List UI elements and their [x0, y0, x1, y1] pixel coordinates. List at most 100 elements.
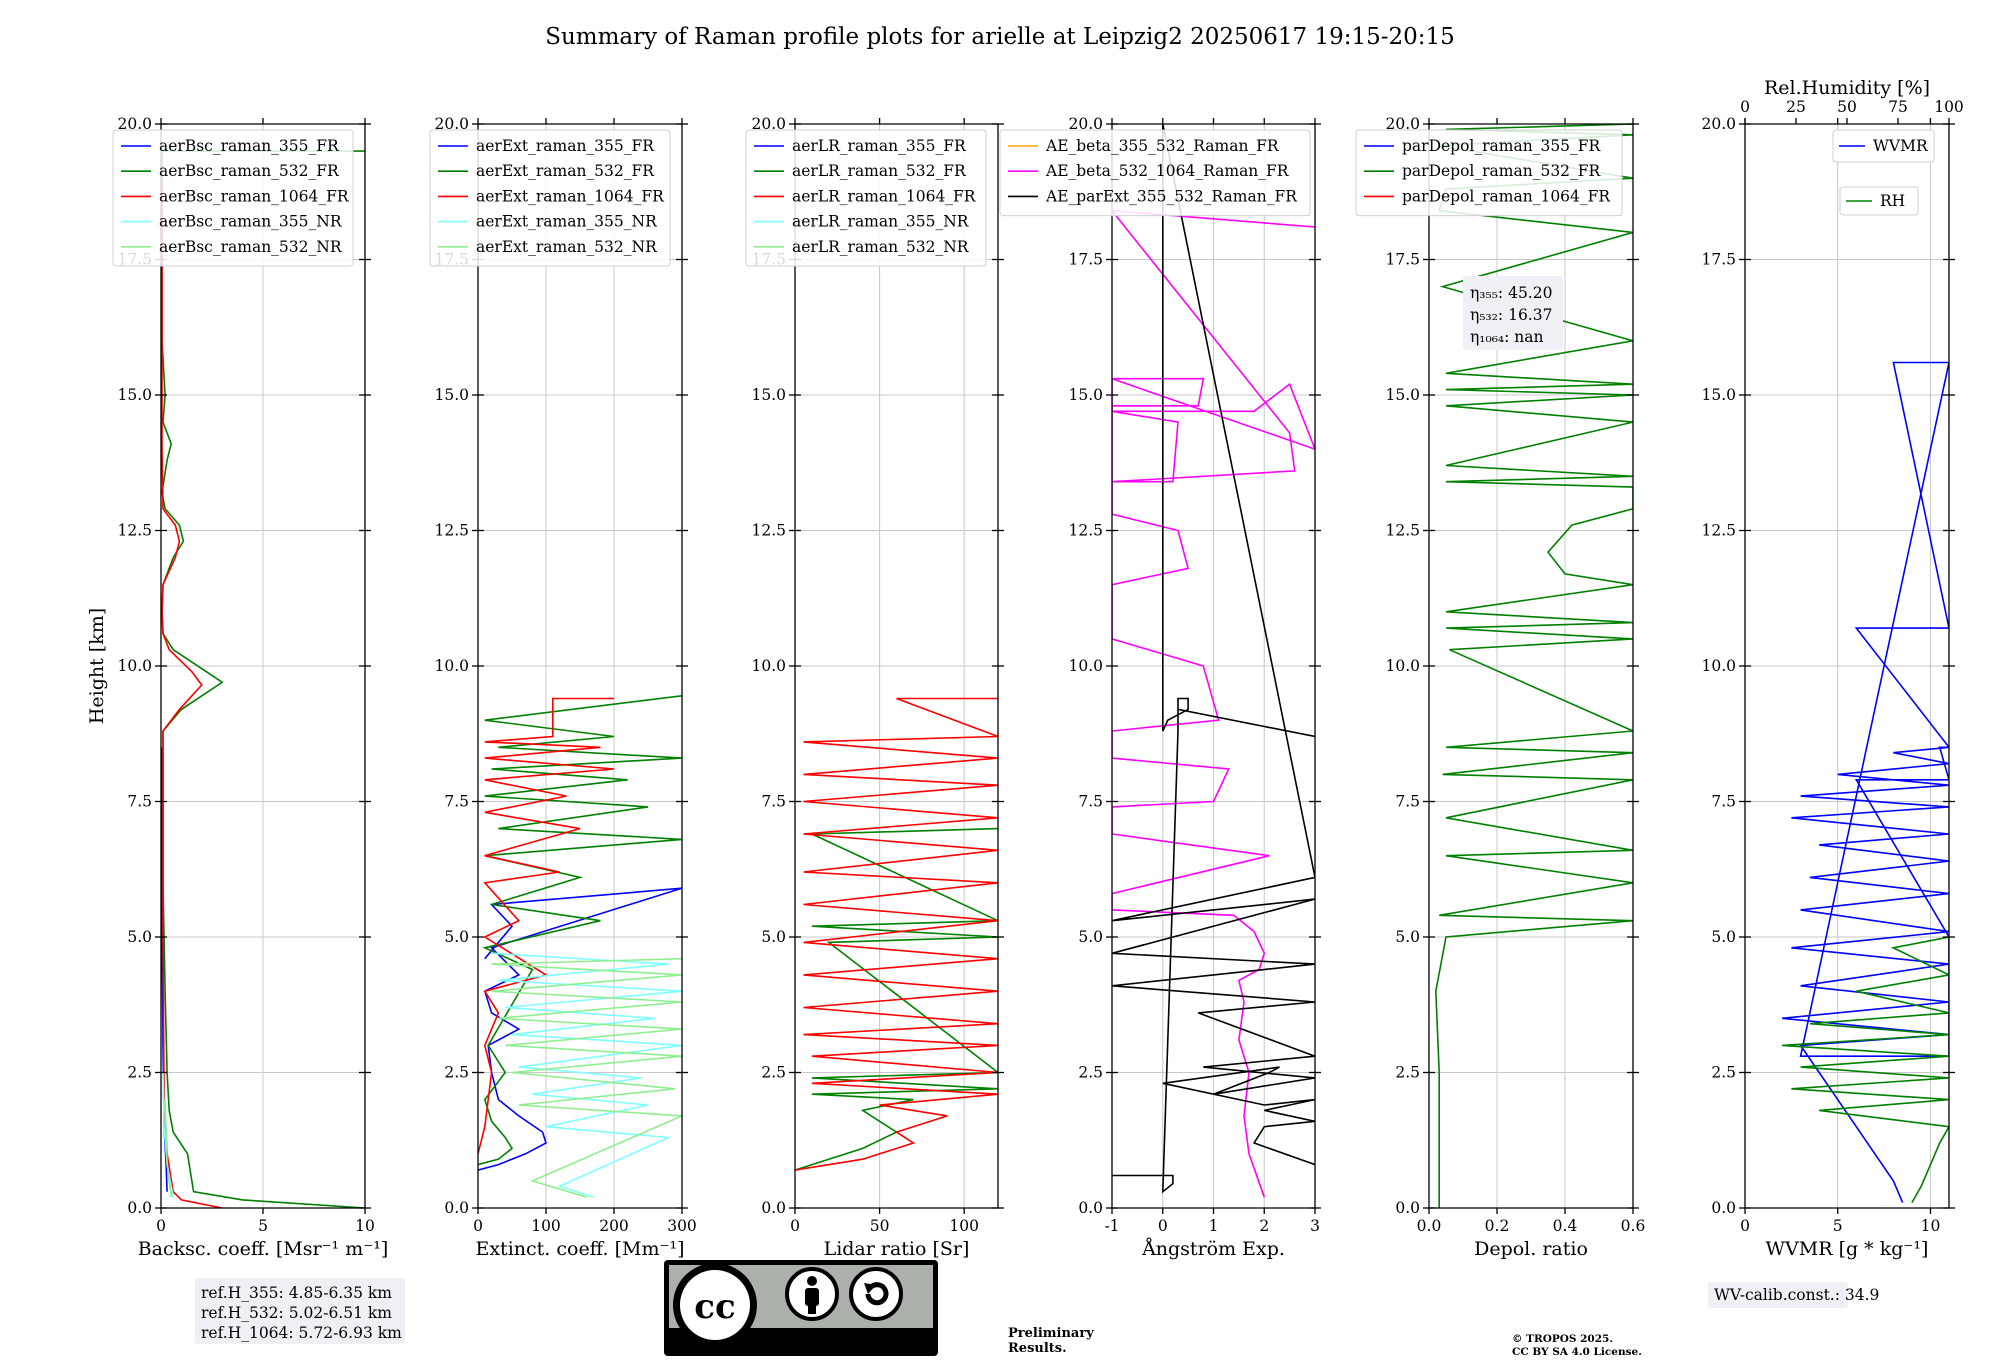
y-tick-label: 10.0: [751, 657, 786, 675]
x-tick-label: 1: [1209, 1217, 1219, 1235]
depol-constants-box: [1463, 276, 1563, 350]
panel-ae: 0.0 2.5 5.0 7.5 10.0 12.5 15.0 17.5 20.0 -1 0 1 2 3 Ån…: [999, 115, 1321, 1260]
y-tick-label: 15.0: [1701, 386, 1736, 404]
series-AE_parExt_355_532_Raman_FR: [1112, 124, 1315, 1194]
y-tick-label: 15.0: [1385, 386, 1420, 404]
x-tick-label: 0: [1158, 1217, 1168, 1235]
panel-wvmr: 0.02.55.07.510.012.515.017.520.00 5 10WVMR…: [1701, 77, 1964, 1308]
panel-ext: 0.02.55.07.510.012.515.017.520.001002003…: [429, 115, 697, 1260]
legend-label: AE_beta_355_532_Raman_FR: [1045, 137, 1280, 155]
legend-label: parDepol_raman_355_FR: [1402, 137, 1602, 155]
cc-sa-label: SA: [862, 1333, 891, 1355]
y-tick-label: 5.0: [761, 928, 786, 946]
y-tick-label: 2.5: [127, 1064, 152, 1082]
x-tick-label: 3: [1310, 1217, 1320, 1235]
legend-label: aerExt_raman_355_NR: [476, 213, 658, 231]
legend-label: parDepol_raman_1064_FR: [1402, 187, 1611, 205]
y-tick-label: 7.5: [1395, 793, 1420, 811]
x-tick-label: 0.0: [1417, 1217, 1442, 1235]
x-tick-label: 10: [1921, 1217, 1941, 1235]
y-tick-label: 5.0: [1395, 928, 1420, 946]
legend-label: aerLR_raman_532_NR: [792, 238, 970, 256]
y-tick-label: 12.5: [117, 522, 152, 540]
y-tick-label: 5.0: [1078, 928, 1103, 946]
x-tick-label: 0: [473, 1217, 483, 1235]
top-x-tick-label: 25: [1786, 98, 1806, 116]
copyright-note: © TROPOS 2025. CC BY SA 4.0 License.: [1512, 1333, 1642, 1358]
legend-label: aerExt_raman_355_FR: [476, 137, 655, 155]
y-tick-label: 7.5: [127, 793, 152, 811]
x-tick-label: 0: [790, 1217, 800, 1235]
panels: 0.02.55.07.510.012.515.017.520.00510Back…: [86, 77, 1964, 1308]
y-tick-label: 0.0: [761, 1199, 786, 1217]
y-tick-label: 12.5: [1385, 522, 1420, 540]
y-tick-label: 17.5: [1385, 251, 1420, 269]
x-axis-label: Depol. ratio: [1474, 1238, 1588, 1260]
x-axis-label: WVMR [g * kg⁻¹]: [1766, 1238, 1929, 1260]
x-tick-label: -1: [1104, 1217, 1119, 1235]
top-x-tick-label: 0: [1740, 98, 1750, 116]
x-tick-label: 100: [531, 1217, 561, 1235]
series-aerExt_raman_355_FR: [478, 887, 682, 1171]
wv-calib-label: WV-calib.const.: 34.9: [1714, 1286, 1879, 1304]
series-group: [1782, 361, 1949, 1203]
series-group: [1434, 124, 1633, 1208]
x-tick-label: 5: [1833, 1217, 1843, 1235]
legend-label: aerLR_raman_355_NR: [792, 213, 970, 231]
y-tick-label: 15.0: [117, 386, 152, 404]
x-tick-label: 0: [156, 1217, 166, 1235]
legend-label: aerExt_raman_532_NR: [476, 238, 658, 256]
y-tick-label: 7.5: [444, 793, 469, 811]
y-tick-label: 20.0: [1701, 115, 1736, 133]
legend-box: [429, 129, 671, 267]
eta-532-label: η₅₃₂: 16.37: [1470, 306, 1552, 324]
series-parDepol_raman_532_FR: [1434, 124, 1633, 1208]
legend-label: aerLR_raman_532_FR: [792, 162, 967, 180]
series-aerLR_raman_532_FR: [795, 827, 998, 1171]
y-tick-label: 7.5: [1711, 793, 1736, 811]
ref-h-1064: ref.H_1064: 5.72-6.93 km: [201, 1324, 402, 1342]
series-aerExt_raman_532_NR: [491, 957, 682, 1198]
y-tick-label: 0.0: [444, 1199, 469, 1217]
top-x-axis-label: Rel.Humidity [%]: [1764, 77, 1930, 99]
ref-h-355: ref.H_355: 4.85-6.35 km: [201, 1284, 392, 1302]
series-aerExt_raman_1064_FR: [478, 697, 615, 1154]
legend-label: aerBsc_raman_532_FR: [159, 162, 340, 180]
y-tick-label: 20.0: [434, 115, 469, 133]
ref-h-532: ref.H_532: 5.02-6.51 km: [201, 1304, 392, 1322]
series-group: [161, 150, 365, 1208]
legend-box: [999, 129, 1311, 217]
series-group: [478, 695, 682, 1198]
series-aerBsc_raman_532_NR: [164, 1099, 172, 1198]
legend-label: AE_beta_532_1064_Raman_FR: [1045, 162, 1290, 180]
legend-box: [112, 129, 354, 267]
series-group: [795, 697, 998, 1171]
legend-box-rh: [1839, 186, 1919, 216]
figure-title: Summary of Raman profile plots for ariel…: [545, 24, 1455, 50]
y-tick-label: 20.0: [117, 115, 152, 133]
x-axis-label: Extinct. coeff. [Mm⁻¹]: [475, 1238, 684, 1260]
legend-label: AE_parExt_355_532_Raman_FR: [1045, 187, 1298, 205]
y-tick-label: 15.0: [751, 386, 786, 404]
legend-label: aerExt_raman_1064_FR: [476, 187, 665, 205]
x-tick-label: 5: [258, 1217, 268, 1235]
x-axis-label: Lidar ratio [Sr]: [824, 1238, 970, 1260]
series-aerLR_raman_1064_FR: [795, 697, 998, 1171]
legend-label: aerBsc_raman_355_NR: [159, 213, 343, 231]
x-tick-label: 0: [1740, 1217, 1750, 1235]
sa-share-alike-icon: [849, 1267, 903, 1321]
y-tick-label: 2.5: [1711, 1064, 1736, 1082]
series-group: [1112, 124, 1315, 1198]
panel-lr: 0.02.55.07.510.012.515.017.520.0050100Li…: [745, 115, 1004, 1260]
cc-by-label: BY: [797, 1333, 827, 1355]
y-tick-label: 10.0: [434, 657, 469, 675]
x-axis-label: Backsc. coeff. [Msr⁻¹ m⁻¹]: [138, 1238, 389, 1260]
panel-depol: 0.0 2.5 5.0 7.5 10.0 12.5 15.0 17.5 20.0 0.0 0.2 0.…: [1355, 115, 1645, 1260]
copyright-line1: © TROPOS 2025.: [1512, 1333, 1613, 1345]
top-x-tick-label: 75: [1888, 98, 1908, 116]
eta-1064-label: η₁₀₆₄: nan: [1470, 328, 1544, 346]
y-tick-label: 10.0: [117, 657, 152, 675]
y-tick-label: 20.0: [1385, 115, 1420, 133]
y-tick-label: 10.0: [1385, 657, 1420, 675]
legend-label: aerExt_raman_532_FR: [476, 162, 655, 180]
